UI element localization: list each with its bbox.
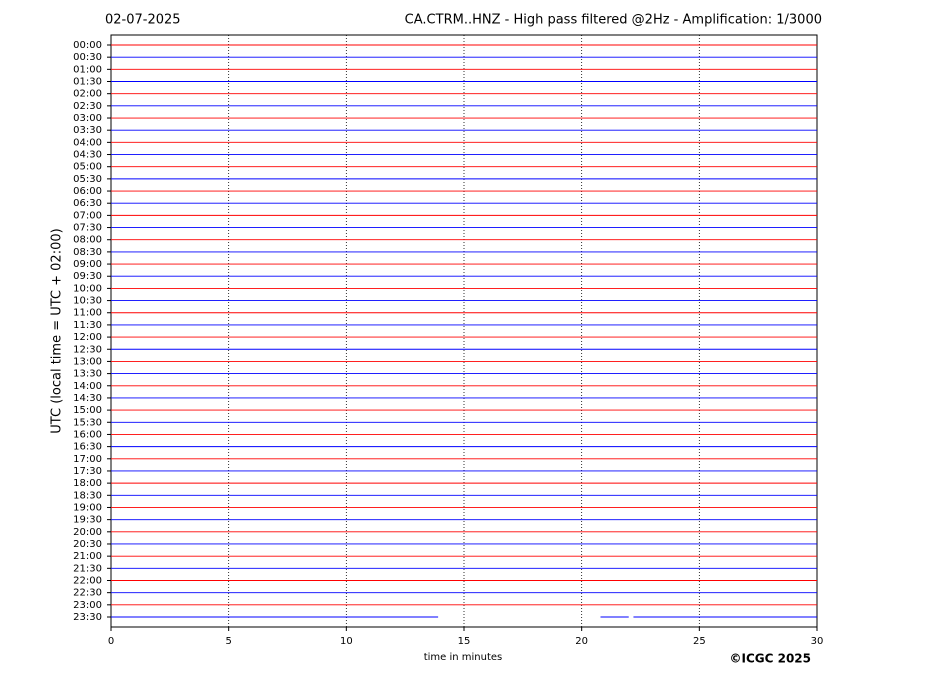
y-tick-label: 13:00 — [73, 356, 102, 367]
y-tick-label: 12:30 — [73, 344, 102, 355]
x-tick-label: 15 — [458, 636, 471, 647]
y-tick-label: 02:00 — [73, 89, 102, 100]
y-tick-label: 14:00 — [73, 381, 102, 392]
y-tick-label: 19:30 — [73, 515, 102, 526]
y-tick-label: 11:30 — [73, 320, 102, 331]
x-tick-label: 0 — [108, 636, 114, 647]
y-tick-label: 04:00 — [73, 137, 102, 148]
y-tick-label: 10:30 — [73, 296, 102, 307]
y-tick-label: 12:00 — [73, 332, 102, 343]
y-tick-label: 15:00 — [73, 405, 102, 416]
x-tick-label: 10 — [340, 636, 353, 647]
y-tick-label: 08:30 — [73, 247, 102, 258]
y-tick-label: 04:30 — [73, 150, 102, 161]
y-tick-label: 08:00 — [73, 235, 102, 246]
y-tick-label: 21:30 — [73, 563, 102, 574]
y-tick-label: 03:00 — [73, 113, 102, 124]
y-tick-label: 00:30 — [73, 52, 102, 63]
plot-frame — [110, 34, 818, 628]
y-axis-label: UTC (local time = UTC + 02:00) — [50, 228, 65, 433]
y-tick-label: 20:30 — [73, 539, 102, 550]
y-tick-label: 18:30 — [73, 490, 102, 501]
y-tick-label: 11:00 — [73, 308, 102, 319]
y-tick-label: 07:00 — [73, 210, 102, 221]
y-tick-label: 06:00 — [73, 186, 102, 197]
y-tick-label: 17:30 — [73, 466, 102, 477]
y-tick-label: 09:30 — [73, 271, 102, 282]
y-tick-label: 16:00 — [73, 429, 102, 440]
y-tick-label: 03:30 — [73, 125, 102, 136]
y-tick-label: 09:00 — [73, 259, 102, 270]
y-tick-label: 23:30 — [73, 612, 102, 623]
y-tick-label: 20:00 — [73, 527, 102, 538]
y-tick-label: 17:00 — [73, 454, 102, 465]
copyright: ©ICGC 2025 — [729, 652, 811, 666]
y-tick-label: 21:00 — [73, 551, 102, 562]
x-tick-label: 20 — [575, 636, 588, 647]
y-tick-label: 01:30 — [73, 77, 102, 88]
y-tick-label: 22:00 — [73, 575, 102, 586]
chart-date: 02-07-2025 — [105, 13, 181, 28]
y-tick-label: 05:30 — [73, 174, 102, 185]
x-axis-label: time in minutes — [424, 652, 503, 663]
y-tick-label: 10:00 — [73, 283, 102, 294]
y-tick-label: 00:00 — [73, 40, 102, 51]
y-tick-label: 23:00 — [73, 600, 102, 611]
y-tick-label: 05:00 — [73, 162, 102, 173]
x-tick-label: 30 — [811, 636, 824, 647]
x-tick-label: 25 — [693, 636, 706, 647]
chart-title: CA.CTRM..HNZ - High pass filtered @2Hz -… — [405, 13, 822, 28]
y-tick-label: 16:30 — [73, 442, 102, 453]
y-tick-label: 07:30 — [73, 223, 102, 234]
y-tick-label: 22:30 — [73, 588, 102, 599]
y-tick-label: 02:30 — [73, 101, 102, 112]
y-tick-label: 19:00 — [73, 502, 102, 513]
y-tick-label: 15:30 — [73, 417, 102, 428]
y-tick-label: 14:30 — [73, 393, 102, 404]
y-tick-label: 06:30 — [73, 198, 102, 209]
y-tick-label: 13:30 — [73, 369, 102, 380]
y-tick-label: 01:00 — [73, 64, 102, 75]
x-tick-label: 5 — [225, 636, 231, 647]
y-tick-label: 18:00 — [73, 478, 102, 489]
